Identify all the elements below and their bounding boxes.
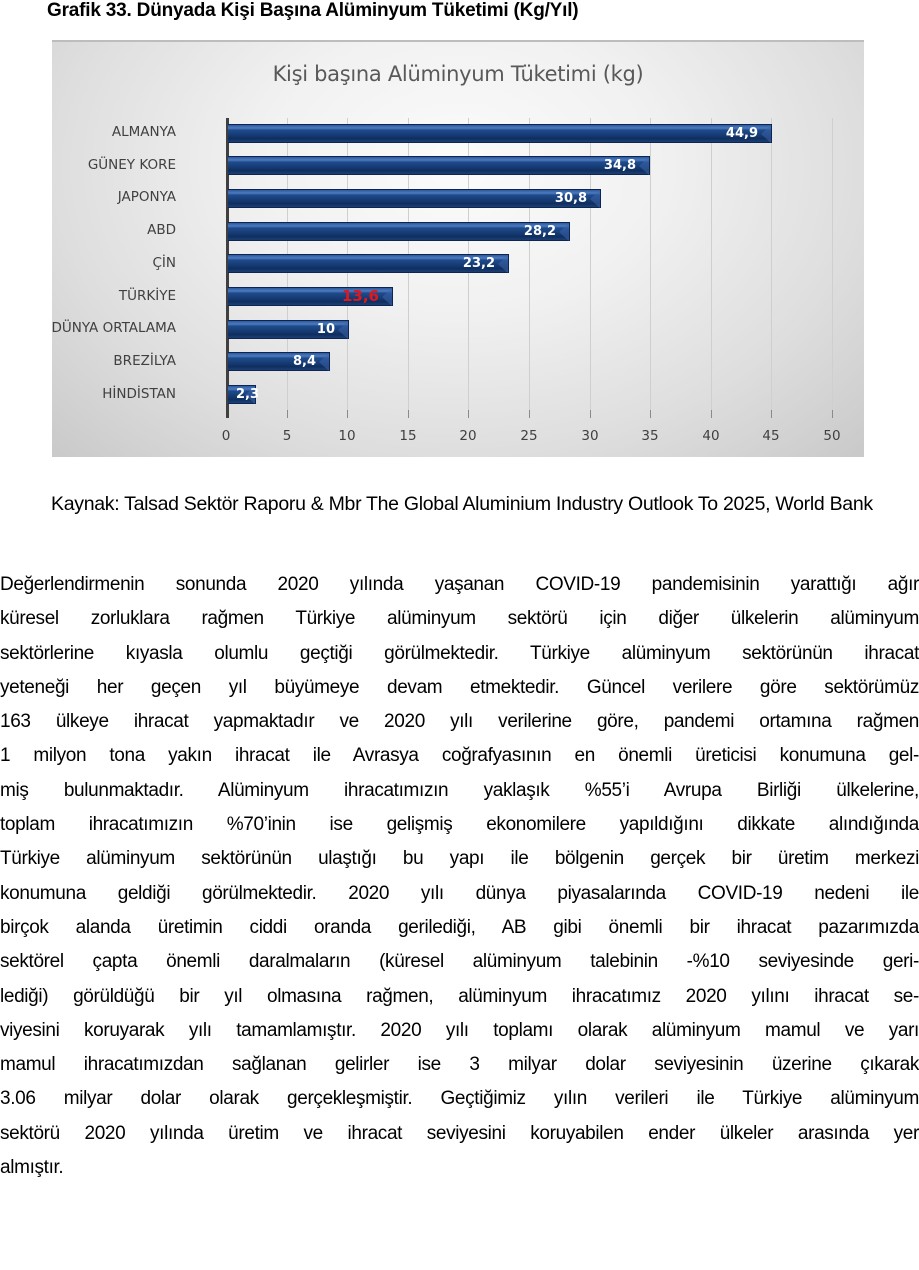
x-tick-label: 45	[762, 428, 780, 444]
body-line: konumuna geldiği görülmektedir. 2020 yıl…	[0, 882, 919, 904]
category-label: JAPONYA	[117, 189, 176, 206]
body-line: miş bulunmaktadır. Alüminyum ihracatımız…	[0, 779, 919, 801]
body-line: 1 milyon tona yakın ihracat ile Avrasya …	[0, 745, 919, 767]
gridline	[771, 118, 772, 418]
bar-value-label: 13,6	[341, 287, 379, 305]
x-tick-label: 25	[520, 428, 538, 444]
bar: 2,3	[228, 385, 260, 405]
bar: 23,2	[228, 254, 509, 274]
body-line: yeteneği her geçen yıl büyümeye devam et…	[0, 676, 919, 698]
body-line: lediği) görüldüğü bir yıl olmasına rağme…	[0, 985, 919, 1007]
bar: 34,8	[228, 156, 650, 176]
bar-value-label: 8,4	[292, 354, 316, 370]
bar-value-label: 44,9	[725, 125, 758, 141]
tick-mark	[771, 410, 772, 418]
x-tick-label: 30	[581, 428, 599, 444]
x-tick-label: 5	[282, 428, 292, 444]
gridline	[590, 118, 591, 418]
body-line: toplam ihracatımızın %70’inin ise gelişm…	[0, 814, 919, 836]
tick-mark	[347, 410, 348, 418]
body-line: mamul ihracatımızdan sağlanan gelirler i…	[0, 1054, 919, 1076]
x-tick-label: 15	[399, 428, 417, 444]
body-line: küresel zorluklara rağmen Türkiye alümin…	[0, 608, 919, 630]
body-line: Türkiye alüminyum sektörünün ulaştığı bu…	[0, 848, 919, 870]
bar-chart: Kişi başına Alüminyum Tüketimi (kg) 0 5 10…	[51, 40, 864, 457]
x-tick-label: 10	[338, 428, 356, 444]
category-label: DÜNYA ORTALAMA	[51, 320, 176, 337]
body-paragraph: Değerlendirmenin sonunda 2020 yılında ya…	[0, 568, 919, 1185]
tick-mark	[832, 410, 833, 418]
x-tick-label: 40	[702, 428, 720, 444]
x-tick-label: 50	[823, 428, 841, 444]
y-axis-line	[226, 118, 229, 418]
body-line: 3.06 milyar dolar olarak gerçekleşmiştir…	[0, 1088, 919, 1110]
body-line: birçok alanda üretimin ciddi oranda geri…	[0, 916, 919, 938]
category-label: TÜRKİYE	[118, 287, 176, 304]
body-line: 163 ülkeye ihracat yapmaktadır ve 2020 y…	[0, 711, 919, 733]
bar-value-label: 23,2	[462, 256, 495, 272]
gridline	[832, 118, 833, 418]
bar-value-label: 10	[316, 321, 335, 337]
source-note: Kaynak: Talsad Sektör Raporu & Mbr The G…	[51, 493, 873, 515]
category-label: GÜNEY KORE	[87, 156, 176, 173]
bar-value-label: 34,8	[603, 158, 636, 174]
plot-area: 0 5 10 15 20 25 30 35 40 45 50 ALMANYA 44,9 GÜNEY KOR…	[51, 118, 841, 444]
gridline	[529, 118, 530, 418]
tick-mark	[650, 410, 651, 418]
body-line: Değerlendirmenin sonunda 2020 yılında ya…	[0, 574, 919, 595]
body-line: sektörel çapta önemli daralmaların (küre…	[0, 951, 919, 973]
x-tick-label: 20	[459, 428, 477, 444]
category-label: ALMANYA	[111, 124, 176, 140]
bar-value-label: 30,8	[554, 190, 587, 206]
bar: 28,2	[228, 221, 570, 241]
tick-mark	[468, 410, 469, 418]
body-line: viyesini koruyarak yılı tamamlamıştır. 2…	[0, 1019, 919, 1041]
figure-caption: Grafik 33. Dünyada Kişi Başına Alüminyum…	[47, 0, 579, 21]
gridline	[711, 118, 712, 418]
category-label: HİNDİSTAN	[102, 385, 176, 402]
tick-mark	[408, 410, 409, 418]
bar: 13,6	[228, 287, 393, 306]
x-tick-label: 35	[641, 428, 659, 444]
category-label: BREZİLYA	[113, 352, 176, 369]
body-line: almıştır.	[0, 1157, 64, 1179]
bar-value-label: 28,2	[523, 223, 556, 239]
bar: 44,9	[228, 123, 772, 143]
tick-mark	[529, 410, 530, 418]
body-line: sektörlerine kıyasla olumlu geçtiği görü…	[0, 642, 919, 664]
body-line: sektörü 2020 yılında üretim ve ihracat s…	[0, 1122, 919, 1144]
category-label: ÇİN	[152, 254, 176, 271]
chart-title: Kişi başına Alüminyum Tüketimi (kg)	[272, 62, 644, 86]
tick-mark	[711, 410, 712, 418]
tick-mark	[287, 410, 288, 418]
gridline	[650, 118, 651, 418]
category-label: ABD	[147, 222, 176, 239]
bar-value-label: 2,3	[236, 387, 260, 403]
bar: 10	[228, 319, 349, 339]
bar: 8,4	[228, 352, 330, 372]
x-tick-label: 0	[221, 428, 231, 444]
tick-mark	[590, 410, 591, 418]
bar: 30,8	[228, 188, 601, 208]
